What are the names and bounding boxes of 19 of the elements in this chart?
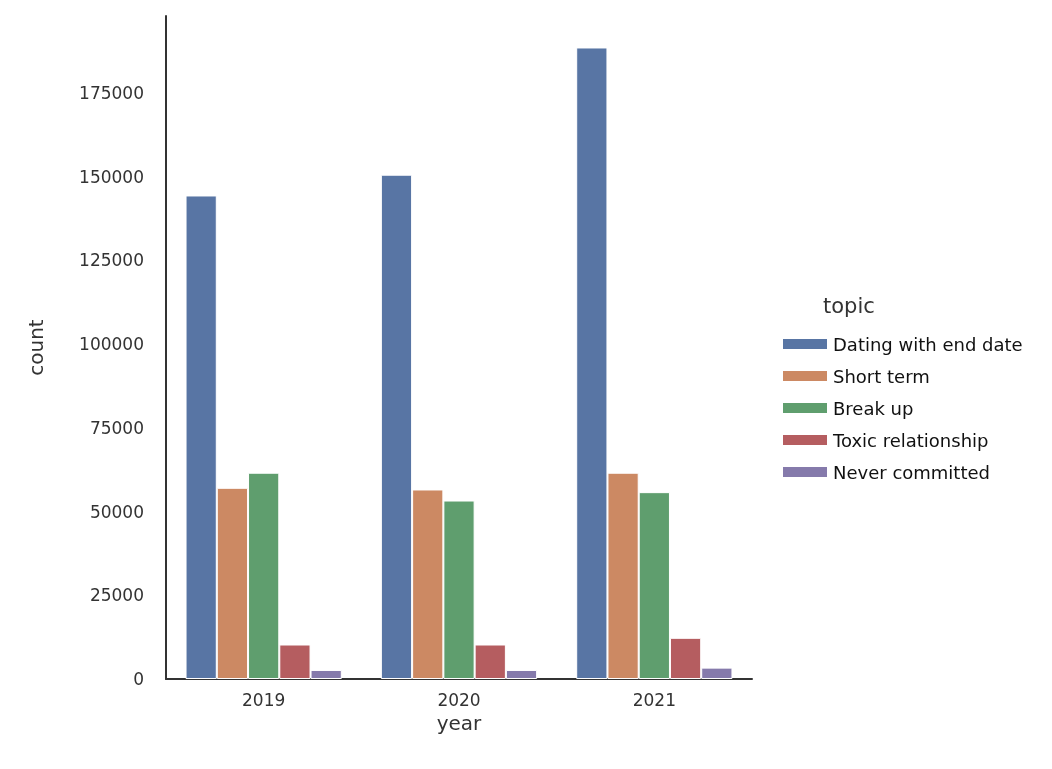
y-tick-label: 25000: [89, 585, 144, 606]
y-tick-label: 100000: [79, 334, 144, 355]
legend-label: Dating with end date: [833, 333, 1023, 355]
legend-label: Toxic relationship: [832, 429, 989, 451]
legend-label: Short term: [833, 365, 930, 387]
y-tick-label: 150000: [79, 166, 144, 187]
legend-title: topic: [823, 293, 875, 318]
y-tick-label: 0: [133, 669, 144, 689]
y-tick-label: 175000: [79, 83, 144, 104]
x-tick-label: 2021: [632, 689, 676, 710]
legend-label: Never committed: [833, 461, 990, 483]
y-axis-title: count: [24, 319, 48, 376]
y-tick-label: 125000: [79, 250, 144, 271]
legend-label: Break up: [833, 397, 914, 419]
y-tick-label: 50000: [89, 501, 144, 522]
x-tick-label: 2020: [437, 689, 481, 710]
y-tick-label: 75000: [89, 417, 144, 438]
x-tick-label: 2019: [242, 689, 286, 710]
x-axis-title: year: [436, 711, 483, 735]
